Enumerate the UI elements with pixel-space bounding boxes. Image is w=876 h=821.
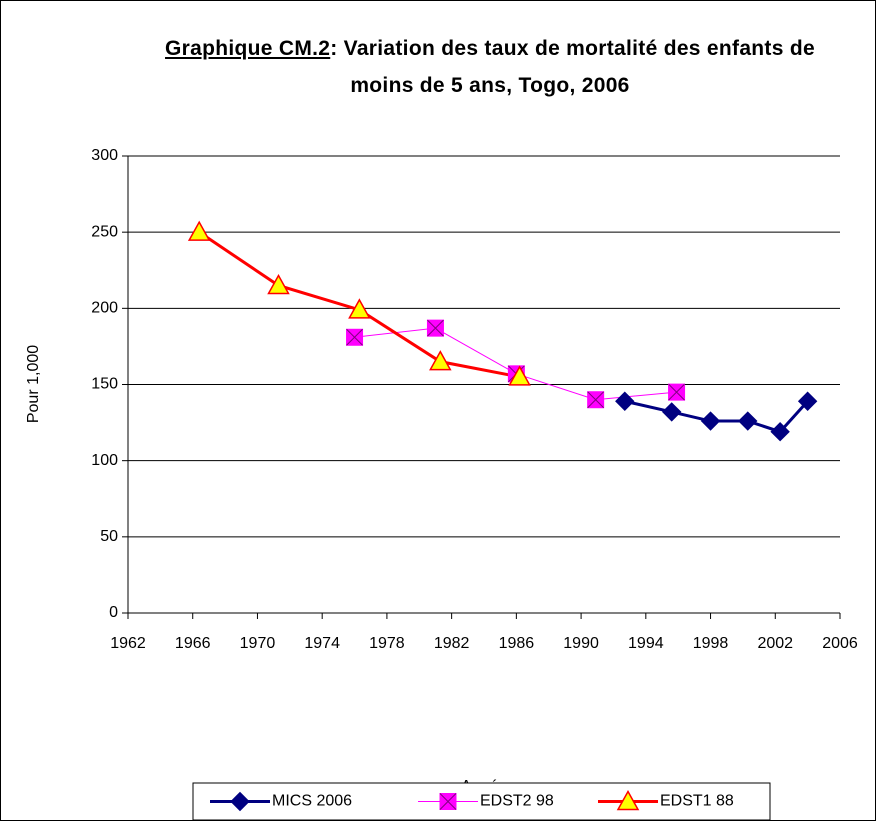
marker — [426, 319, 444, 337]
x-tick-label: 1986 — [499, 635, 535, 652]
legend-label: EDST1 88 — [660, 793, 734, 810]
x-tick-label: 1998 — [693, 635, 729, 652]
marker — [429, 350, 452, 371]
x-tick-label: 1978 — [369, 635, 405, 652]
marker — [346, 328, 364, 346]
legend-label: MICS 2006 — [272, 793, 352, 810]
y-tick-label: 200 — [91, 300, 118, 317]
marker — [700, 411, 721, 431]
x-tick-label: 1962 — [110, 635, 146, 652]
marker-cross — [587, 391, 605, 409]
marker — [616, 789, 640, 811]
chart-title: Graphique CM.2: Variation des taux de mo… — [150, 30, 830, 104]
x-tick-label: 1994 — [628, 635, 664, 652]
marker — [738, 411, 758, 431]
marker — [348, 298, 371, 319]
legend-label: EDST2 98 — [480, 793, 554, 810]
title-label: Graphique CM.2 — [165, 37, 331, 60]
x-tick-label: 1974 — [304, 635, 340, 652]
marker — [587, 391, 605, 409]
marker — [770, 422, 790, 442]
y-tick-label: 0 — [109, 604, 118, 621]
marker-cross — [668, 383, 685, 401]
x-tick-label: 2006 — [822, 635, 858, 652]
title-text: : Variation des taux de mortalité des en… — [330, 37, 815, 97]
marker-cross — [427, 319, 444, 337]
marker — [797, 391, 818, 411]
marker — [615, 391, 635, 411]
marker-cross — [346, 328, 363, 346]
y-tick-label: 150 — [91, 376, 118, 393]
y-tick-label: 50 — [100, 528, 118, 545]
y-axis-label: Pour 1,000 — [25, 345, 42, 423]
marker — [662, 402, 682, 422]
marker — [187, 220, 211, 241]
y-tick-label: 300 — [91, 147, 118, 164]
marker-cross — [439, 793, 457, 810]
marker — [508, 365, 531, 386]
marker — [230, 791, 250, 812]
x-tick-label: 2002 — [757, 635, 793, 652]
legend-box — [192, 782, 771, 821]
marker — [668, 383, 686, 401]
x-tick-label: 1990 — [563, 635, 599, 652]
marker — [439, 793, 457, 810]
x-tick-label: 1982 — [434, 635, 470, 652]
x-tick-label: 1966 — [175, 635, 211, 652]
y-tick-label: 250 — [91, 223, 118, 240]
x-tick-label: 1970 — [240, 635, 276, 652]
y-tick-label: 100 — [91, 452, 118, 469]
marker — [267, 273, 290, 295]
